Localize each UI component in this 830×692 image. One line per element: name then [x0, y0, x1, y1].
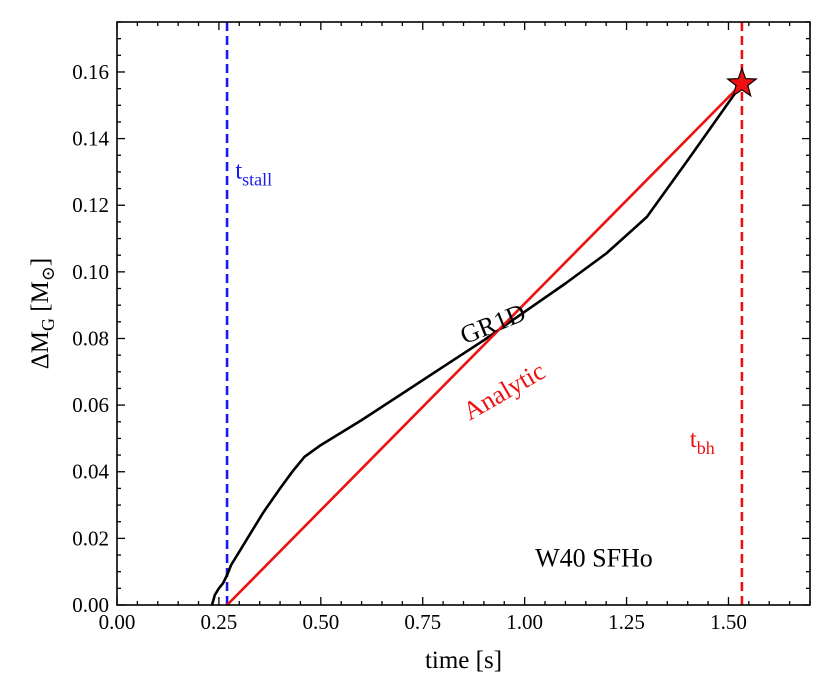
x-axis-title: time [s]: [425, 647, 502, 674]
annotation-model-label: W40 SFHo: [535, 544, 653, 573]
series-line-analytic: [226, 82, 743, 606]
y-axis-title-unit-close: ]: [27, 258, 54, 266]
x-tick-label: 0.75: [404, 610, 441, 634]
x-tick-label: 1.00: [506, 610, 543, 634]
y-tick-label: 0.10: [72, 260, 109, 284]
y-tick-label: 0.02: [72, 526, 109, 550]
y-tick-labels: 0.00 0.02 0.04 0.06 0.08 0.10 0.12 0.14 0.16: [72, 60, 109, 617]
y-tick-label: 0.14: [72, 127, 109, 151]
y-axis-title-unit-symbol: ⊙: [38, 266, 58, 281]
annotation-t-bh-main: t: [690, 426, 697, 453]
y-tick-label: 0.00: [72, 593, 109, 617]
plot-frame: [116, 21, 811, 606]
annotation-t-stall-main: t: [235, 158, 242, 185]
y-tick-label: 0.04: [72, 460, 109, 484]
x-tick-label: 1.25: [608, 610, 645, 634]
annotation-analytic: Analytic: [458, 356, 550, 426]
annotation-t-bh-sub: bh: [697, 438, 715, 458]
y-tick-label: 0.06: [72, 393, 109, 417]
tick-marks: [116, 21, 811, 606]
y-axis-title-main: ΔM: [27, 331, 54, 369]
series-layer: [210, 22, 758, 606]
y-tick-label: 0.08: [72, 326, 109, 350]
annotation-t-stall: tstall: [235, 158, 272, 190]
y-tick-label: 0.12: [72, 193, 109, 217]
annotation-t-bh: tbh: [690, 426, 715, 458]
y-axis-title-sub: G: [38, 318, 58, 331]
series-line-gr1d: [210, 82, 743, 606]
star-marker: [726, 66, 758, 98]
x-tick-label: 0.50: [302, 610, 339, 634]
x-tick-label: 1.50: [710, 610, 747, 634]
y-tick-label: 0.16: [72, 60, 109, 84]
y-axis-title-unit-open: [M: [27, 281, 54, 318]
annotation-t-stall-sub: stall: [242, 170, 272, 190]
annotation-gr1d: GR1D: [456, 298, 530, 350]
x-tick-label: 0.00: [99, 610, 136, 634]
x-tick-labels: 0.00 0.25 0.50 0.75 1.00 1.25 1.50: [99, 610, 747, 634]
y-axis-title: ΔMG [M⊙]: [27, 258, 58, 370]
x-tick-label: 0.25: [201, 610, 238, 634]
